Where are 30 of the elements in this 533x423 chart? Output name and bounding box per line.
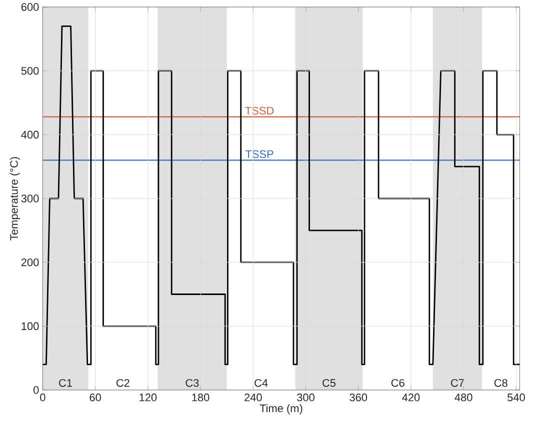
x-tick-label: 360 [350, 394, 368, 402]
x-tick-label: 180 [192, 394, 210, 402]
x-tick-label: 120 [140, 394, 157, 402]
x-tick-label: 0 [40, 394, 46, 402]
annotation: C8 [494, 379, 508, 387]
ref-line-label: TSSP [245, 150, 274, 158]
annotation: C4 [254, 379, 268, 387]
y-axis-title: Temperature (°C) [10, 157, 20, 240]
x-axis-title: Time (m) [260, 404, 302, 414]
annotation: C2 [116, 379, 130, 387]
band-label: C1 [59, 379, 72, 387]
x-tick-label: 240 [244, 394, 262, 402]
y-tick-label: 300 [21, 194, 39, 202]
line-series [42, 25, 520, 366]
x-tick-label: 540 [507, 394, 525, 402]
y-tick-label: 100 [22, 322, 39, 330]
x-tick-label: 300 [297, 394, 314, 402]
ref-line-label: TSSD [245, 106, 274, 115]
x-tick-label: 480 [454, 394, 472, 402]
y-tick-label: 500 [21, 66, 39, 75]
annotation: C6 [391, 379, 404, 387]
y-tick-label: 600 [21, 3, 39, 11]
band-label: C7 [451, 379, 464, 387]
y-tick-label: 200 [21, 258, 39, 266]
x-tick-label: 420 [402, 394, 420, 402]
y-tick-label: 400 [21, 130, 39, 139]
band-label: C5 [322, 379, 336, 387]
band-label: C3 [186, 379, 199, 387]
y-tick-label: 0 [34, 386, 39, 394]
x-tick-label: 60 [90, 394, 101, 402]
